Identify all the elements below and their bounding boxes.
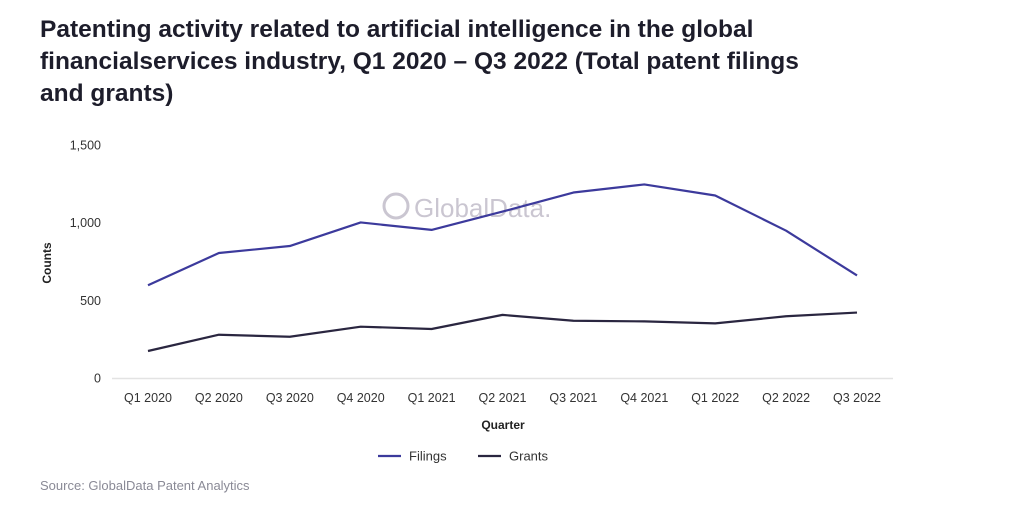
source-note: Source: GlobalData Patent Analytics bbox=[40, 478, 250, 493]
y-tick-label: 1,000 bbox=[70, 216, 101, 230]
watermark-logo: GlobalData. bbox=[382, 192, 551, 223]
chart-title: Patenting activity related to artificial… bbox=[40, 16, 799, 107]
x-tick-label: Q3 2020 bbox=[266, 391, 314, 405]
y-tick-label: 0 bbox=[94, 371, 101, 385]
series-line-grants bbox=[147, 311, 858, 353]
x-tick-label: Q1 2022 bbox=[691, 391, 739, 405]
y-axis-label: Counts bbox=[40, 242, 54, 284]
x-tick-label: Q1 2020 bbox=[124, 391, 172, 405]
legend-item-filings[interactable]: Filings bbox=[378, 449, 447, 464]
x-tick-label: Q1 2021 bbox=[408, 391, 456, 405]
y-tick-label: 1,500 bbox=[70, 139, 101, 153]
globaldata-logo-icon bbox=[382, 192, 410, 220]
legend-item-grants[interactable]: Grants bbox=[478, 449, 549, 464]
x-axis-label: Quarter bbox=[481, 418, 525, 432]
x-tick-label: Q3 2022 bbox=[833, 391, 881, 405]
x-tick-label: Q2 2022 bbox=[762, 391, 810, 405]
x-tick-label: Q2 2020 bbox=[195, 391, 243, 405]
legend-label: Grants bbox=[509, 449, 549, 464]
y-tick-label: 500 bbox=[80, 294, 101, 308]
legend-label: Filings bbox=[409, 449, 447, 464]
x-tick-label: Q2 2021 bbox=[479, 391, 527, 405]
watermark-text: GlobalData. bbox=[414, 193, 551, 223]
x-tick-label: Q3 2021 bbox=[549, 391, 597, 405]
x-tick-label: Q4 2021 bbox=[620, 391, 668, 405]
x-tick-label: Q4 2020 bbox=[337, 391, 385, 405]
